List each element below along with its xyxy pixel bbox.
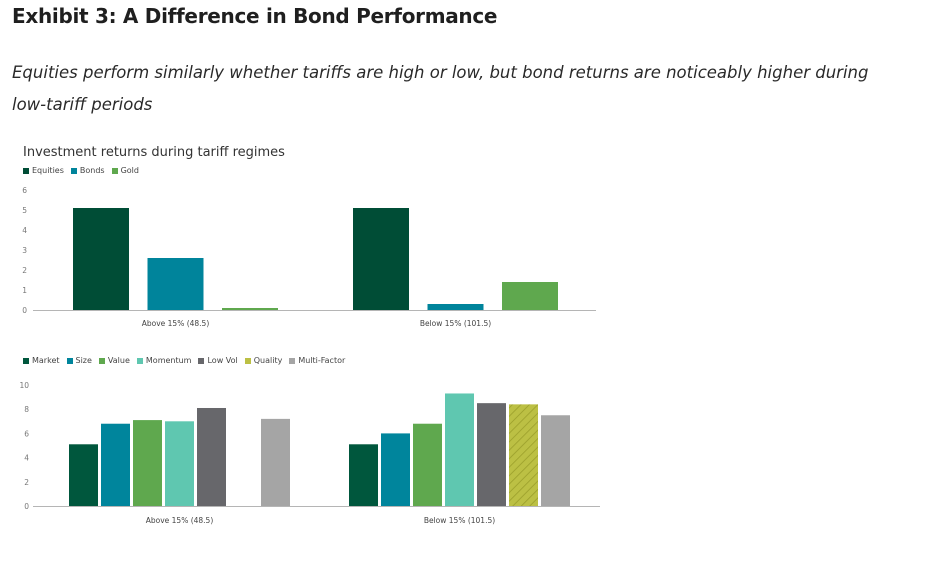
x-category-label: Above 15% (48.5): [142, 319, 210, 328]
legend-label-low-vol: Low Vol: [207, 356, 238, 365]
y-tick-label: 3: [22, 246, 27, 255]
legend-item-value: Value: [98, 356, 130, 365]
legend-item-quality: Quality: [244, 356, 283, 365]
bar-bonds-above-15: [147, 258, 204, 310]
legend-chart-1: Equities Bonds Gold: [23, 166, 139, 175]
bar-bonds-below-15: [427, 304, 484, 310]
legend-label-bonds: Bonds: [79, 166, 105, 175]
y-tick-label: 2: [24, 478, 29, 487]
legend-item-gold: Gold: [111, 166, 139, 175]
chart-title: Investment returns during tariff regimes: [23, 145, 285, 160]
bar-momentum-above-15: [165, 421, 194, 506]
legend-item-market: Market: [23, 356, 60, 365]
bar-low-vol-above-15: [197, 407, 226, 506]
legend-label-market: Market: [32, 356, 60, 365]
bar-low-vol-below-15: [477, 403, 506, 506]
bar-gold-below-15: [502, 282, 558, 310]
legend-label-size: Size: [75, 356, 92, 365]
exhibit-subtitle: Equities perform similarly whether tarif…: [12, 63, 869, 114]
legend-item-multi-factor: Multi-Factor: [289, 356, 345, 365]
x-category-label: Below 15% (101.5): [420, 319, 491, 328]
bar-market-above-15: [69, 444, 98, 506]
legend-swatch-low-vol: [198, 357, 205, 364]
bar-quality-below-15: [509, 404, 538, 506]
y-tick-label: 0: [22, 306, 27, 315]
y-tick-label: 8: [24, 405, 29, 414]
bar-multi-factor-above-15: [261, 418, 290, 506]
y-tick-label: 5: [22, 206, 27, 215]
legend-label-value: Value: [107, 356, 130, 365]
legend-swatch-momentum: [136, 357, 143, 364]
bar-value-above-15: [133, 420, 162, 506]
chart-1: 0 1 2 3 4 5 6 Above 15% (48.5) Below 15% (101.5): [22, 186, 596, 328]
bar-multi-factor-below-15: [541, 415, 570, 506]
y-tick-label: 4: [22, 226, 27, 235]
legend-chart-2: Market Size Value Momentum Low Vol Quali…: [23, 356, 345, 365]
legend-item-momentum: Momentum: [136, 356, 192, 365]
bar-equities-above-15: [73, 208, 129, 310]
legend-label-equities: Equities: [32, 166, 64, 175]
legend-swatch-gold: [111, 167, 118, 174]
exhibit-title: Exhibit 3: A Difference in Bond Performa…: [12, 4, 498, 28]
legend-label-multi-factor: Multi-Factor: [298, 356, 346, 365]
legend-swatch-size: [66, 357, 73, 364]
y-tick-label: 2: [22, 266, 27, 275]
legend-swatch-market: [23, 357, 29, 364]
y-tick-label: 6: [24, 429, 29, 438]
legend-label-gold: Gold: [120, 166, 139, 175]
legend-label-momentum: Momentum: [145, 356, 192, 365]
bar-momentum-below-15: [445, 393, 474, 506]
chart-2: 0 2 4 6 8 10 Above 15% (48.5) Below 15% (101.5): [19, 381, 600, 525]
legend-swatch-quality: [244, 357, 251, 364]
legend-swatch-value: [98, 357, 105, 364]
y-tick-label: 0: [24, 502, 29, 511]
y-tick-label: 6: [22, 186, 27, 195]
legend-label-quality: Quality: [253, 356, 283, 365]
bar-equities-below-15: [353, 208, 409, 310]
legend-item-equities: Equities: [23, 166, 64, 175]
bar-market-below-15: [349, 444, 378, 506]
x-category-label: Above 15% (48.5): [146, 516, 214, 525]
legend-item-bonds: Bonds: [70, 166, 105, 175]
y-tick-label: 1: [22, 286, 27, 295]
legend-swatch-equities: [23, 167, 29, 174]
legend-item-low-vol: Low Vol: [198, 356, 238, 365]
x-category-label: Below 15% (101.5): [424, 516, 495, 525]
legend-swatch-bonds: [70, 167, 77, 174]
bar-size-below-15: [381, 433, 410, 506]
bar-gold-above-15: [222, 308, 278, 310]
bar-value-below-15: [413, 423, 442, 506]
y-tick-label: 10: [19, 381, 29, 390]
legend-item-size: Size: [66, 356, 92, 365]
legend-swatch-multi-factor: [289, 357, 296, 364]
y-tick-label: 4: [24, 454, 29, 463]
bar-size-above-15: [101, 423, 130, 506]
